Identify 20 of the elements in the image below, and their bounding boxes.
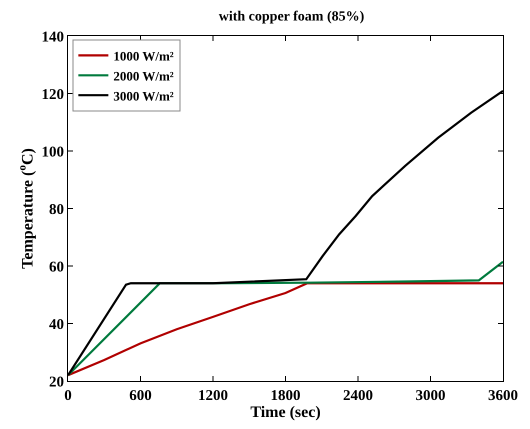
line-series [68,282,503,376]
y-tick-label: 120 [42,86,64,103]
y-tick-label: 40 [49,316,64,333]
y-tick-label: 100 [42,144,64,160]
x-tick-label: 1200 [198,388,228,404]
y-tick-label: 20 [49,374,64,390]
x-tick-label: 3600 [488,388,518,404]
y-tick-label: 60 [49,259,64,276]
chart-title: with copper foam (85%) [218,10,365,25]
x-tick-label: 0 [64,388,72,404]
legend-label: 3000 W/m² [113,88,174,104]
x-tick-label: 2400 [343,388,373,404]
x-tick-label: 600 [129,388,152,404]
y-tick-label: 80 [49,202,64,218]
x-tick-label: 3000 [416,388,446,404]
y-tick-label: 140 [42,29,64,46]
x-axis-title: Time (sec) [250,404,321,421]
legend-label: 1000 W/m² [113,48,174,64]
legend-label: 2000 W/m² [113,68,174,84]
x-tick-label: 1800 [270,388,300,404]
